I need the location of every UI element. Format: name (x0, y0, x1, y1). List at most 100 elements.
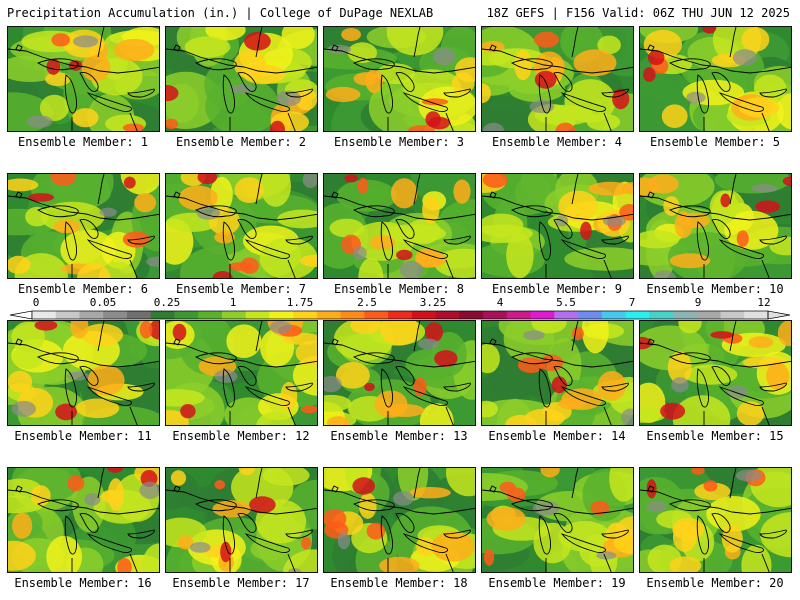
member-label-4: Ensemble Member: 4 (491, 135, 623, 149)
precip-field-9 (482, 174, 633, 278)
colorbar-label: 0 (32, 296, 40, 309)
colorbar-swatch (79, 311, 104, 319)
precip-field-5 (640, 27, 791, 131)
precip-field-8 (324, 174, 475, 278)
member-map-4 (481, 26, 634, 132)
member-label-12: Ensemble Member: 12 (172, 429, 310, 443)
colorbar-swatch (340, 311, 365, 319)
member-map-2 (165, 26, 318, 132)
precipitation-colorbar (9, 310, 791, 320)
colorbar-swatch (269, 311, 294, 319)
colorbar-swatch (150, 311, 175, 319)
member-label-16: Ensemble Member: 16 (14, 576, 152, 590)
map-title: Precipitation Accumulation (in.) | Colle… (7, 6, 434, 20)
member-map-14 (481, 320, 634, 426)
colorbar-swatch (293, 311, 318, 319)
precip-field-7 (166, 174, 317, 278)
colorbar-label: 2.5 (357, 296, 377, 309)
colorbar-label: 0.25 (153, 296, 181, 309)
member-map-12 (165, 320, 318, 426)
precip-field-11 (8, 321, 159, 425)
colorbar-swatch (459, 311, 484, 319)
colorbar-swatch (530, 311, 555, 319)
member-label-10: Ensemble Member: 10 (646, 282, 784, 296)
member-map-17 (165, 467, 318, 573)
member-map-15 (639, 320, 792, 426)
precip-field-19 (482, 468, 633, 572)
member-label-1: Ensemble Member: 1 (17, 135, 149, 149)
member-map-5 (639, 26, 792, 132)
run-valid-info: 18Z GEFS | F156 Valid: 06Z THU JUN 12 20… (486, 6, 790, 20)
colorbar-swatch (364, 311, 389, 319)
member-label-15: Ensemble Member: 15 (646, 429, 784, 443)
member-label-5: Ensemble Member: 5 (649, 135, 781, 149)
member-map-19 (481, 467, 634, 573)
colorbar-swatch (625, 311, 650, 319)
member-map-11 (7, 320, 160, 426)
member-label-18: Ensemble Member: 18 (330, 576, 468, 590)
precip-field-17 (166, 468, 317, 572)
colorbar-label: 3.25 (419, 296, 447, 309)
member-label-2: Ensemble Member: 2 (175, 135, 307, 149)
colorbar-swatch (221, 311, 247, 319)
precip-field-4 (482, 27, 633, 131)
colorbar-swatch (103, 311, 128, 319)
colorbar-swatch (32, 311, 57, 319)
precip-field-20 (640, 468, 791, 572)
precip-field-14 (482, 321, 633, 425)
colorbar-swatch (316, 311, 342, 319)
member-map-18 (323, 467, 476, 573)
member-map-7 (165, 173, 318, 279)
precip-field-16 (8, 468, 159, 572)
member-map-6 (7, 173, 160, 279)
colorbar-swatch (673, 311, 698, 319)
member-label-6: Ensemble Member: 6 (17, 282, 149, 296)
colorbar-swatch (174, 311, 199, 319)
colorbar-swatch (720, 311, 745, 319)
colorbar-swatch (554, 311, 579, 319)
colorbar-swatch (578, 311, 603, 319)
precip-field-6 (8, 174, 159, 278)
precip-field-12 (166, 321, 317, 425)
precip-field-2 (166, 27, 317, 131)
colorbar-low-arrow (9, 310, 33, 320)
member-label-8: Ensemble Member: 8 (333, 282, 465, 296)
colorbar-swatch (126, 311, 152, 319)
member-map-1 (7, 26, 160, 132)
colorbar-swatch (435, 311, 460, 319)
member-map-16 (7, 467, 160, 573)
member-label-19: Ensemble Member: 19 (488, 576, 626, 590)
colorbar-label: 4 (496, 296, 504, 309)
precip-field-10 (640, 174, 791, 278)
member-map-13 (323, 320, 476, 426)
colorbar-label: 7 (628, 296, 636, 309)
colorbar-label: 9 (694, 296, 702, 309)
colorbar-swatch (483, 311, 508, 319)
member-label-11: Ensemble Member: 11 (14, 429, 152, 443)
colorbar-label: 0.05 (89, 296, 117, 309)
colorbar-label: 12 (757, 296, 771, 309)
member-map-3 (323, 26, 476, 132)
colorbar-swatch (245, 311, 270, 319)
colorbar-swatch (388, 311, 413, 319)
colorbar-frame (31, 310, 769, 320)
member-map-10 (639, 173, 792, 279)
member-label-3: Ensemble Member: 3 (333, 135, 465, 149)
member-label-17: Ensemble Member: 17 (172, 576, 310, 590)
member-map-9 (481, 173, 634, 279)
precip-field-1 (8, 27, 159, 131)
precip-field-3 (324, 27, 475, 131)
colorbar-swatch (198, 311, 223, 319)
member-label-14: Ensemble Member: 14 (488, 429, 626, 443)
colorbar-swatch (649, 311, 674, 319)
colorbar-swatch (506, 311, 531, 319)
colorbar-high-arrow (767, 310, 791, 320)
colorbar-swatch (411, 311, 437, 319)
colorbar-swatch (696, 311, 721, 319)
colorbar-labels: 0 0.05 0.25 1 1.75 2.5 3.25 4 5.5 7 9 12 (0, 296, 800, 310)
member-label-13: Ensemble Member: 13 (330, 429, 468, 443)
precip-field-13 (324, 321, 475, 425)
member-map-20 (639, 467, 792, 573)
colorbar-label: 1.75 (286, 296, 314, 309)
member-label-20: Ensemble Member: 20 (646, 576, 784, 590)
